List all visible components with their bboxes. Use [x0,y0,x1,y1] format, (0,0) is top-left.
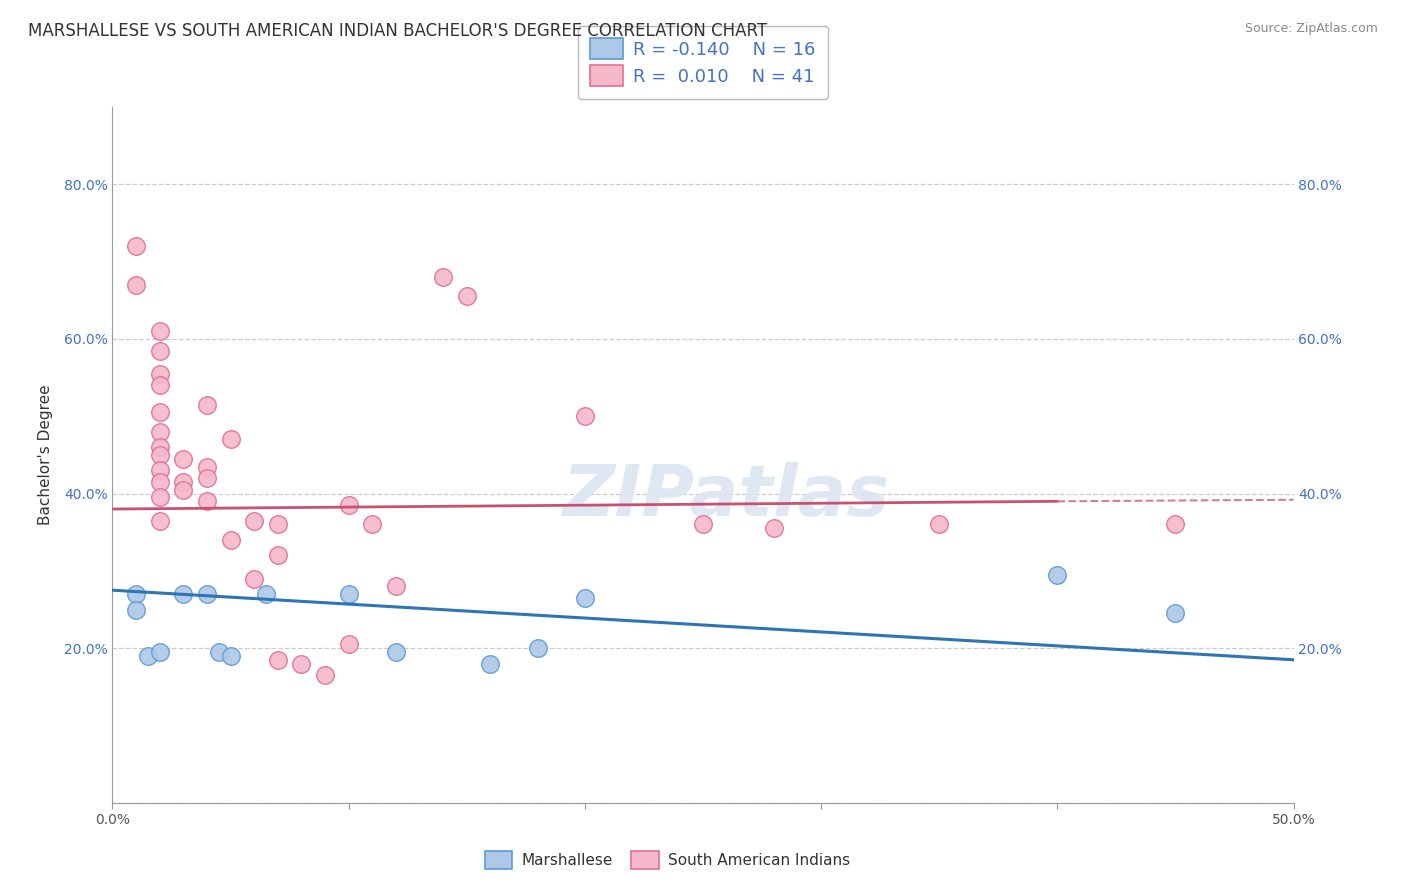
Point [526,641,548,656]
Point [574,591,596,605]
Point [195,587,218,601]
Point [172,451,194,466]
Point [337,637,360,651]
Point [195,494,218,508]
Y-axis label: Bachelor's Degree: Bachelor's Degree [38,384,52,525]
Point [195,459,218,474]
Point [692,517,714,532]
Point [254,587,277,601]
Point [337,587,360,601]
Legend: Marshallese, South American Indians: Marshallese, South American Indians [479,846,856,875]
Point [125,602,148,616]
Point [267,549,290,563]
Point [267,517,290,532]
Point [125,239,148,253]
Point [195,398,218,412]
Point [1164,517,1187,532]
Text: ZIPatlas: ZIPatlas [562,462,890,531]
Point [574,409,596,424]
Point [172,587,194,601]
Point [149,491,172,505]
Point [149,405,172,419]
Point [149,514,172,528]
Point [267,653,290,667]
Point [149,425,172,439]
Point [125,277,148,292]
Point [219,433,242,447]
Point [385,645,408,659]
Point [432,270,454,285]
Point [290,657,312,671]
Text: MARSHALLESE VS SOUTH AMERICAN INDIAN BACHELOR'S DEGREE CORRELATION CHART: MARSHALLESE VS SOUTH AMERICAN INDIAN BAC… [28,22,768,40]
Point [219,648,242,663]
Text: Source: ZipAtlas.com: Source: ZipAtlas.com [1244,22,1378,36]
Point [928,517,950,532]
Point [149,645,172,659]
Point [208,645,231,659]
Point [149,378,172,392]
Point [219,533,242,547]
Point [762,521,785,535]
Point [149,463,172,477]
Point [361,517,384,532]
Point [337,498,360,512]
Point [136,648,159,663]
Point [243,514,266,528]
Point [149,475,172,489]
Point [149,324,172,338]
Point [314,668,336,682]
Point [149,448,172,462]
Point [172,483,194,497]
Point [479,657,502,671]
Point [125,587,148,601]
Point [385,579,408,593]
Point [195,471,218,485]
Point [149,367,172,381]
Point [1164,607,1187,621]
Point [172,475,194,489]
Point [1046,567,1069,582]
Point [149,343,172,358]
Point [149,440,172,454]
Point [456,289,478,303]
Point [243,572,266,586]
